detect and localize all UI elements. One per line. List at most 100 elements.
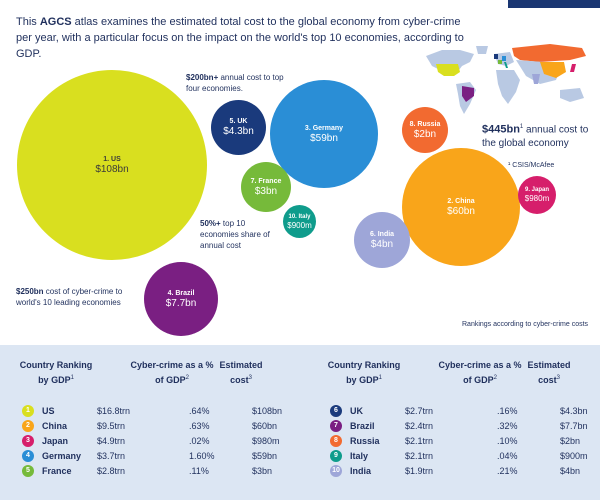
bubble-italy: 10. Italy $900m	[283, 205, 316, 238]
bubble-russia-label: 8. Russia	[409, 120, 441, 128]
bubble-us-value: $108bn	[95, 163, 129, 175]
map-china	[540, 62, 566, 78]
gdp-value: $2.1trn	[405, 451, 434, 461]
bubble-brazil: 4. Brazil $7.7bn	[144, 262, 218, 336]
bubble-brazil-value: $7.7bn	[165, 297, 197, 309]
header-cost-right: Estimated cost3	[527, 360, 571, 385]
country-name: India	[350, 466, 372, 476]
bubble-italy-label: 10. Italy	[288, 213, 311, 220]
cost-value: $108bn	[252, 406, 283, 416]
world-map	[426, 44, 586, 114]
gdp-value: $16.8trn	[97, 406, 131, 416]
rank-badge: 4	[22, 450, 34, 462]
rank-badge: 6	[330, 405, 342, 417]
cost-value: $60bn	[252, 421, 278, 431]
country-name: Japan	[42, 436, 69, 446]
bubble-france: 7. France $3bn	[241, 162, 291, 212]
cost-value: $4bn	[560, 466, 581, 476]
gdp-value: $4.9trn	[97, 436, 126, 446]
bubble-germany-label: 3. Germany	[304, 124, 344, 132]
bubble-italy-value: $900m	[287, 220, 312, 230]
pct-value: 1.60%	[189, 451, 215, 461]
bubble-china-value: $60bn	[447, 205, 475, 217]
gdp-value: $1.9trn	[405, 466, 434, 476]
bubble-uk-value: $4.3bn	[223, 126, 254, 137]
map-germany	[502, 56, 506, 61]
map-us	[436, 64, 460, 76]
bubble-brazil-label: 4. Brazil	[167, 289, 195, 297]
cost-value: $900m	[560, 451, 588, 461]
table-row: 7 Brazil $2.4trn .32% $7.7bn	[330, 419, 600, 433]
bubble-france-label: 7. France	[250, 177, 282, 185]
map-uk	[494, 54, 498, 59]
rank-badge: 5	[22, 465, 34, 477]
callout-top-four: $200bn+ annual cost to top four economie…	[186, 73, 284, 93]
table-row: 8 Russia $2.1trn .10% $2bn	[330, 434, 600, 448]
gdp-value: $2.8trn	[97, 466, 126, 476]
pct-value: .32%	[497, 421, 518, 431]
pct-value: .16%	[497, 406, 518, 416]
bubble-india-value: $4bn	[370, 238, 394, 250]
bubble-russia-value: $2bn	[413, 128, 437, 140]
country-name: Brazil	[350, 421, 375, 431]
cost-value: $59bn	[252, 451, 278, 461]
gdp-value: $2.1trn	[405, 436, 434, 446]
header-share-right: Cyber-crime as a % of GDP2	[438, 360, 522, 385]
map-japan	[570, 64, 576, 72]
table-row: 4 Germany $3.7trn 1.60% $59bn	[22, 449, 302, 463]
cost-value: $7.7bn	[560, 421, 588, 431]
map-greenland	[476, 46, 488, 54]
bubble-india: 6. India $4bn	[354, 212, 410, 268]
pct-value: .02%	[189, 436, 210, 446]
bubble-china: 2. China $60bn	[402, 148, 520, 266]
ranking-table: Country Ranking by GDP1 Cyber-crime as a…	[0, 345, 600, 500]
pct-value: .10%	[497, 436, 518, 446]
map-australia	[560, 88, 584, 102]
rank-badge: 10	[330, 465, 342, 477]
annual-cost-note: $445bn1 annual cost to the global econom…	[482, 123, 589, 150]
callout-leading: $250bn cost of cyber-crime to world's 10…	[16, 287, 123, 307]
gdp-value: $9.5trn	[97, 421, 126, 431]
pct-value: .21%	[497, 466, 518, 476]
map-north-america	[426, 50, 474, 76]
header-ranking-left: Country Ranking by GDP1	[19, 360, 93, 385]
bubble-china-label: 2. China	[447, 197, 475, 205]
country-name: China	[42, 421, 68, 431]
map-africa	[496, 70, 520, 104]
header-bar	[508, 0, 600, 8]
pct-value: .04%	[497, 451, 518, 461]
pct-value: .11%	[189, 466, 209, 476]
table-row: 9 Italy $2.1trn .04% $900m	[330, 449, 600, 463]
country-name: France	[42, 466, 72, 476]
map-brazil	[462, 86, 474, 102]
bubble-germany: 3. Germany $59bn	[270, 80, 378, 188]
country-name: UK	[350, 406, 363, 416]
bubble-japan-value: $980m	[524, 194, 550, 203]
country-name: US	[42, 406, 55, 416]
bubble-uk-label: 5. UK	[229, 118, 248, 125]
map-india	[532, 74, 540, 84]
bubble-india-label: 6. India	[369, 230, 395, 238]
intro-brand: AGCS	[39, 16, 72, 28]
rank-badge: 2	[22, 420, 34, 432]
rank-badge: 8	[330, 435, 342, 447]
cost-value: $980m	[252, 436, 280, 446]
bubble-japan: 9. Japan $980m	[518, 176, 556, 214]
intro-text: This AGCS atlas examines the estimated t…	[16, 16, 464, 60]
pct-value: .64%	[189, 406, 210, 416]
gdp-value: $2.7trn	[405, 406, 434, 416]
bubble-russia: 8. Russia $2bn	[402, 107, 448, 153]
bubble-france-value: $3bn	[254, 185, 278, 197]
table-row: 10 India $1.9trn .21% $4bn	[330, 464, 600, 478]
bubble-germany-value: $59bn	[310, 132, 338, 144]
rank-badge: 7	[330, 420, 342, 432]
table-row: 2 China $9.5trn .63% $60bn	[22, 419, 302, 433]
cost-value: $4.3bn	[560, 406, 588, 416]
country-name: Russia	[350, 436, 380, 446]
table-row: 5 France $2.8trn .11% $3bn	[22, 464, 302, 478]
rank-badge: 1	[22, 405, 34, 417]
header-share-left: Cyber-crime as a % of GDP2	[130, 360, 214, 385]
bubble-uk: 5. UK $4.3bn	[211, 100, 266, 155]
rankings-note: Rankings according to cyber-crime costs	[462, 321, 589, 328]
bubble-us: 1. US $108bn	[17, 70, 207, 260]
